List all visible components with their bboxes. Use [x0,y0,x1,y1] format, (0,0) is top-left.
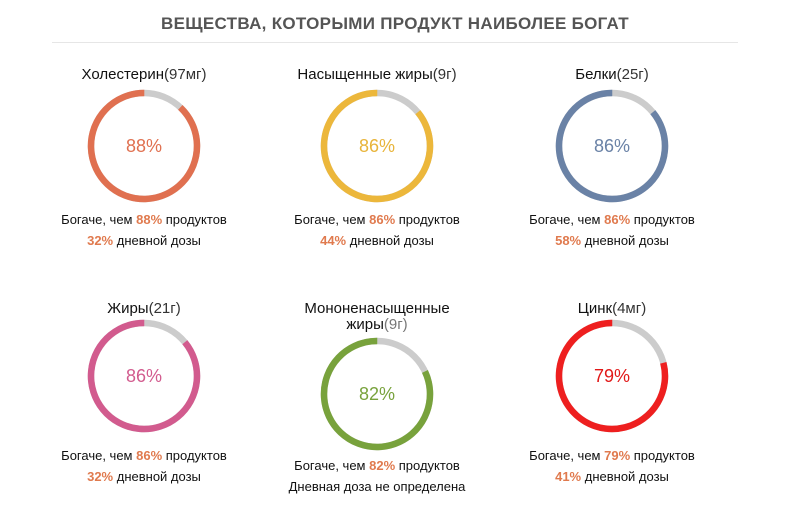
nutrient-name: Жиры [107,300,149,317]
daily-value: 44% [320,233,347,248]
richer-prefix: Богаче, чем [294,212,370,227]
ring-progress-arc [320,337,434,451]
daily-suffix: дневной дозы [346,233,434,248]
daily-value: 32% [87,233,114,248]
ring-percent-label: 86% [358,135,396,156]
richer-suffix: продуктов [630,212,695,227]
richer-suffix: продуктов [395,212,460,227]
ring-percent-label: 79% [593,365,631,386]
richer-prefix: Богаче, чем [61,448,137,463]
richer-value: 88% [136,212,163,227]
daily-value: 58% [555,233,582,248]
nutrient-amount: (97мг) [164,66,207,83]
nutrient-name: Холестерин [81,66,165,83]
percent-ring: 86% [552,86,672,206]
daily-dose-line: 58% дневной дозы [492,233,732,248]
percent-ring: 79% [552,316,672,436]
richer-suffix: продуктов [162,212,227,227]
page-title: ВЕЩЕСТВА, КОТОРЫМИ ПРОДУКТ НАИБОЛЕЕ БОГА… [161,14,629,33]
nutrient-amount: (9г) [432,66,457,83]
ring-percent-label: 88% [125,135,163,156]
ring-progress-arc [87,89,201,203]
nutrient-card-cholesterol: Холестерин(97мг) 88% Богаче, чем 88% про… [24,0,264,260]
nutrient-name: Насыщенные жиры [297,66,433,83]
richer-value: 82% [369,458,396,473]
daily-value: 41% [555,469,582,484]
richer-value: 79% [604,448,631,463]
richer-suffix: продуктов [630,448,695,463]
richer-than-line: Богаче, чем 86% продуктов [257,212,497,227]
nutrient-title: Белки(25г) [492,67,732,83]
nutrient-name: Белки [575,66,617,83]
richer-prefix: Богаче, чем [61,212,137,227]
title-divider [52,42,738,43]
daily-dose-line: 32% дневной дозы [24,233,264,248]
daily-suffix: дневной дозы [581,469,669,484]
percent-ring: 86% [84,316,204,436]
richer-than-line: Богаче, чем 86% продуктов [492,212,732,227]
richer-than-line: Богаче, чем 86% продуктов [24,448,264,463]
nutrient-title: Насыщенные жиры(9г) [257,67,497,83]
nutrient-card-zinc: Цинк(4мг) 79% Богаче, чем 79% продуктов … [492,0,732,512]
richer-than-line: Богаче, чем 79% продуктов [492,448,732,463]
richer-suffix: продуктов [395,458,460,473]
nutrient-card-saturated-fat: Насыщенные жиры(9г) 86% Богаче, чем 86% … [257,0,497,260]
daily-suffix: дневной дозы [581,233,669,248]
nutrient-title: Жиры(21г) [24,301,264,317]
nutrient-name: Мононенасыщенные жиры [304,300,450,333]
nutrient-amount: (25г) [616,66,649,83]
ring-percent-label: 86% [125,365,163,386]
ring-percent-label: 82% [358,383,396,404]
percent-ring: 82% [317,334,437,454]
nutrient-amount: (4мг) [612,300,647,317]
daily-dose-line: 44% дневной дозы [257,233,497,248]
daily-dose-note: Дневная доза не определена [288,479,466,494]
percent-ring: 88% [84,86,204,206]
nutrient-card-monounsaturated-fat: Мононенасыщенные жиры(9г) 82% Богаче, че… [257,0,497,512]
richer-value: 86% [369,212,396,227]
nutrient-name: Цинк [577,300,613,317]
nutrient-amount: (9г) [383,316,408,333]
ring-percent-label: 86% [593,135,631,156]
richer-value: 86% [604,212,631,227]
nutrient-card-protein: Белки(25г) 86% Богаче, чем 86% продуктов… [492,0,732,260]
ring-progress-arc [555,89,669,203]
nutrient-title: Холестерин(97мг) [24,67,264,83]
richer-prefix: Богаче, чем [529,448,605,463]
daily-value: 32% [87,469,114,484]
nutrient-card-fat: Жиры(21г) 86% Богаче, чем 86% продуктов … [24,0,264,512]
richer-value: 86% [136,448,163,463]
nutrient-title: Цинк(4мг) [492,301,732,317]
percent-ring: 86% [317,86,437,206]
richer-than-line: Богаче, чем 88% продуктов [24,212,264,227]
nutrient-title: Мононенасыщенные жиры(9г) [297,301,457,333]
daily-dose-line: 32% дневной дозы [24,469,264,484]
richer-than-line: Богаче, чем 82% продуктов [257,458,497,473]
daily-suffix: дневной дозы [113,233,201,248]
richer-prefix: Богаче, чем [294,458,370,473]
daily-dose-line: 41% дневной дозы [492,469,732,484]
richer-suffix: продуктов [162,448,227,463]
nutrient-amount: (21г) [148,300,181,317]
richer-prefix: Богаче, чем [529,212,605,227]
daily-suffix: дневной дозы [113,469,201,484]
ring-progress-arc [87,319,201,433]
